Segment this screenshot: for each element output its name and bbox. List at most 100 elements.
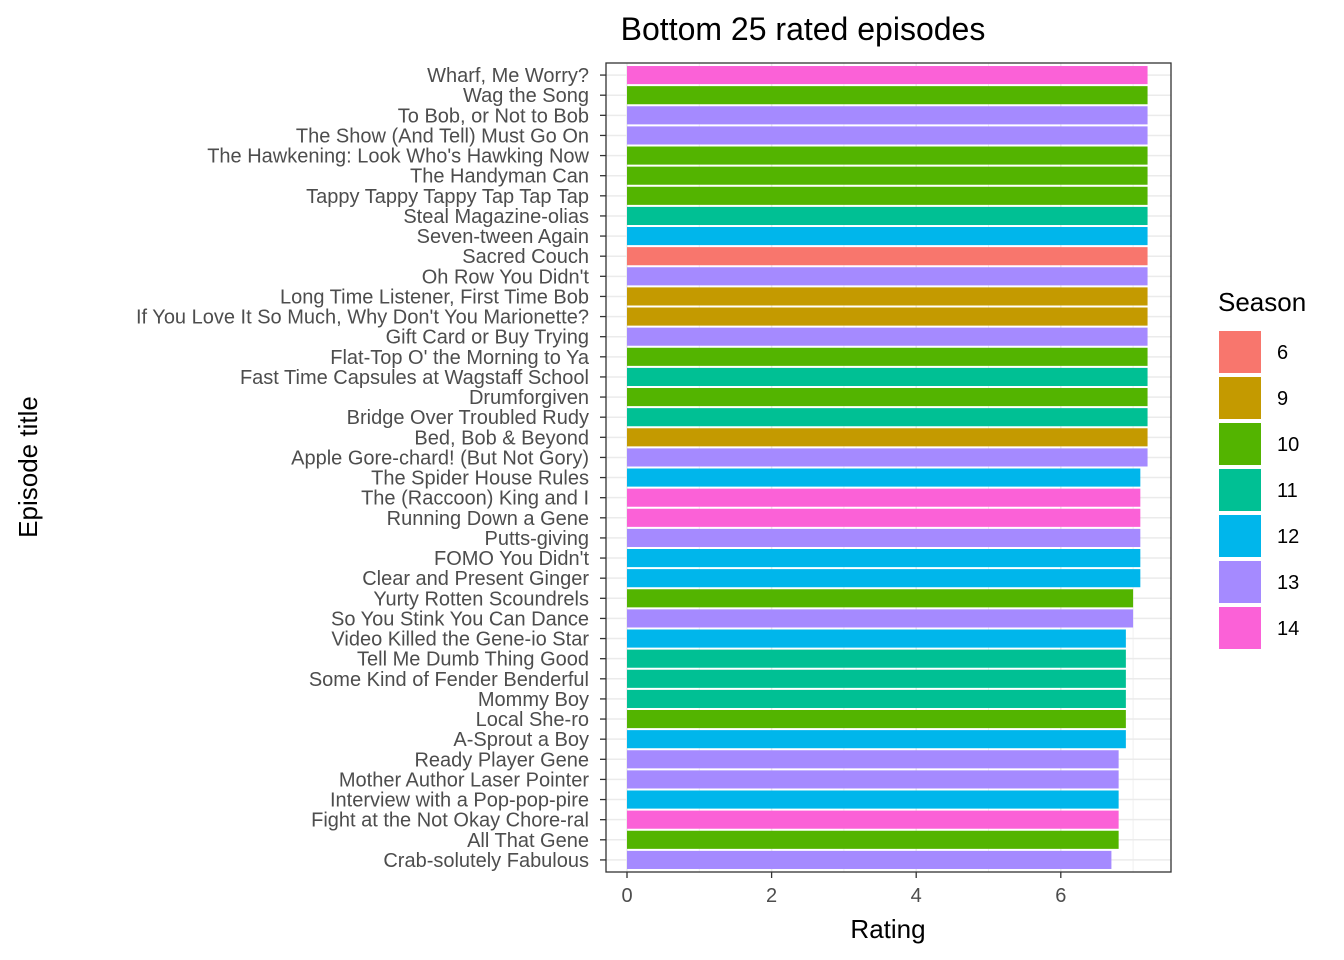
y-tick-label: Fast Time Capsules at Wagstaff School bbox=[240, 367, 589, 389]
legend-label: 14 bbox=[1277, 618, 1299, 640]
y-tick-label: The Show (And Tell) Must Go On bbox=[296, 125, 589, 147]
y-tick-label: Long Time Listener, First Time Bob bbox=[280, 286, 589, 308]
y-tick-label: Mommy Boy bbox=[478, 689, 589, 711]
y-tick-label: Mother Author Laser Pointer bbox=[339, 769, 589, 791]
y-tick-label: Flat-Top O' the Morning to Ya bbox=[330, 347, 590, 369]
plot-panel-border bbox=[605, 62, 1172, 873]
legend-label: 9 bbox=[1277, 388, 1288, 410]
x-tick-label: 6 bbox=[1055, 885, 1066, 907]
legend-key bbox=[1219, 561, 1261, 603]
x-tick-label: 0 bbox=[621, 885, 632, 907]
bar bbox=[627, 267, 1148, 286]
legend-label: 13 bbox=[1277, 572, 1299, 594]
y-tick-label: Tell Me Dumb Thing Good bbox=[357, 649, 589, 671]
legend-title: Season bbox=[1218, 287, 1306, 317]
bar bbox=[627, 468, 1141, 487]
y-tick-label: Tappy Tappy Tappy Tap Tap Tap bbox=[306, 186, 589, 208]
y-tick-label: All That Gene bbox=[467, 830, 589, 852]
bar bbox=[627, 206, 1148, 226]
bar bbox=[627, 186, 1148, 205]
x-axis-ticks: 0 2 4 6 bbox=[621, 872, 1066, 907]
bar bbox=[627, 830, 1119, 849]
bar bbox=[627, 86, 1148, 105]
y-tick-label: Some Kind of Fender Benderful bbox=[309, 669, 589, 691]
bar bbox=[627, 629, 1126, 648]
y-tick-label: Sacred Couch bbox=[462, 246, 589, 268]
legend-key bbox=[1219, 515, 1261, 557]
y-tick-label: Wag the Song bbox=[463, 85, 589, 107]
y-tick-label: Steal Magazine-olias bbox=[403, 206, 589, 228]
bar bbox=[627, 589, 1134, 608]
y-tick-label: If You Love It So Much, Why Don't You Ma… bbox=[136, 307, 589, 329]
bar bbox=[627, 106, 1148, 125]
bar bbox=[627, 730, 1126, 749]
x-axis-title: Rating bbox=[850, 914, 925, 944]
x-tick-label: 4 bbox=[911, 885, 922, 907]
bar bbox=[627, 367, 1148, 386]
chart-title: Bottom 25 rated episodes bbox=[621, 11, 986, 47]
legend: Season 6 9 10 11 12 13 14 bbox=[1218, 287, 1306, 649]
y-tick-label: Yurty Rotten Scoundrels bbox=[373, 588, 589, 610]
legend-label: 12 bbox=[1277, 526, 1299, 548]
y-tick-label: Clear and Present Ginger bbox=[362, 568, 589, 590]
bar bbox=[627, 66, 1148, 85]
y-tick-label: Drumforgiven bbox=[469, 387, 589, 409]
bar bbox=[627, 408, 1148, 427]
y-tick-label: Local She-ro bbox=[476, 709, 589, 731]
x-tick-label: 2 bbox=[766, 885, 777, 907]
legend-key bbox=[1219, 423, 1261, 465]
bar bbox=[627, 307, 1148, 326]
y-tick-label: Interview with a Pop-pop-pire bbox=[330, 790, 589, 812]
y-tick-label: Running Down a Gene bbox=[387, 508, 589, 530]
legend-key bbox=[1219, 607, 1261, 649]
y-tick-label: Bridge Over Troubled Rudy bbox=[347, 407, 589, 429]
bar bbox=[627, 810, 1119, 829]
bar bbox=[627, 850, 1112, 869]
y-tick-label: Oh Row You Didn't bbox=[422, 266, 590, 288]
legend-key bbox=[1219, 377, 1261, 419]
bar bbox=[627, 790, 1119, 809]
y-tick-label: So You Stink You Can Dance bbox=[331, 608, 589, 630]
y-tick-label: A-Sprout a Boy bbox=[453, 729, 589, 751]
y-tick-label: Video Killed the Gene-io Star bbox=[331, 629, 589, 651]
y-tick-label: Putts-giving bbox=[485, 528, 590, 550]
bar bbox=[627, 388, 1148, 407]
legend-label: 6 bbox=[1277, 342, 1288, 364]
legend-key bbox=[1219, 469, 1261, 511]
bar bbox=[627, 750, 1119, 769]
bar bbox=[627, 146, 1148, 165]
bar bbox=[627, 287, 1148, 306]
legend-label: 11 bbox=[1277, 480, 1298, 502]
legend-label: 10 bbox=[1277, 434, 1299, 456]
y-tick-label: Apple Gore-chard! (But Not Gory) bbox=[291, 447, 589, 469]
y-axis-title: Episode title bbox=[13, 396, 43, 538]
y-tick-label: Wharf, Me Worry? bbox=[427, 65, 589, 87]
y-tick-label: The Handyman Can bbox=[410, 166, 589, 188]
y-tick-label: The Hawkening: Look Who's Hawking Now bbox=[207, 146, 589, 168]
bar bbox=[627, 428, 1148, 447]
bar bbox=[627, 649, 1126, 668]
y-tick-label: FOMO You Didn't bbox=[434, 548, 589, 570]
legend-key bbox=[1219, 331, 1261, 373]
bar bbox=[627, 770, 1119, 789]
bars bbox=[627, 66, 1148, 869]
bar bbox=[627, 247, 1148, 266]
bar bbox=[627, 488, 1141, 507]
y-tick-label: Seven-tween Again bbox=[417, 226, 589, 248]
bar bbox=[627, 669, 1126, 688]
bar bbox=[627, 689, 1126, 708]
bar bbox=[627, 448, 1148, 467]
y-tick-label: To Bob, or Not to Bob bbox=[398, 105, 589, 127]
bar bbox=[627, 709, 1126, 729]
y-tick-label: Bed, Bob & Beyond bbox=[414, 427, 589, 449]
bar bbox=[627, 508, 1141, 527]
y-tick-label: Gift Card or Buy Trying bbox=[386, 327, 589, 349]
bar bbox=[627, 549, 1141, 568]
bar bbox=[627, 126, 1148, 145]
bar bbox=[627, 609, 1134, 628]
bar bbox=[627, 166, 1148, 185]
y-tick-label: Ready Player Gene bbox=[414, 749, 589, 771]
bar bbox=[627, 327, 1148, 346]
